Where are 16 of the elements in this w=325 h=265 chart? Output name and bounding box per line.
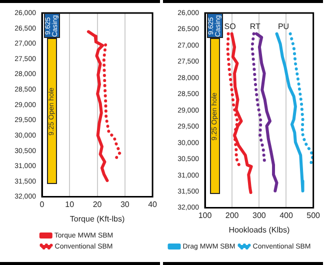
x-axis-title: Torque (Kft-lbs)	[70, 214, 125, 224]
x-tick-label: 200	[225, 210, 240, 220]
x-tick-label: 400	[280, 210, 294, 220]
x-tick-label: 20	[92, 200, 102, 209]
line-series	[288, 32, 314, 166]
annotation: RT	[250, 22, 260, 31]
x-tick-label: 40	[148, 200, 158, 209]
x-axis-title: Hookloads (Klbs)	[228, 225, 290, 234]
x-tick-label: 300	[252, 210, 266, 220]
x-tick-label: 0	[40, 200, 45, 209]
annotation: PU	[278, 22, 290, 31]
x-tick-label: 30	[120, 200, 130, 209]
x-tick-label: 500	[306, 210, 321, 220]
x-tick-label: 100	[198, 210, 212, 220]
annotation: SO	[224, 22, 236, 31]
x-tick-label: 10	[65, 200, 75, 209]
